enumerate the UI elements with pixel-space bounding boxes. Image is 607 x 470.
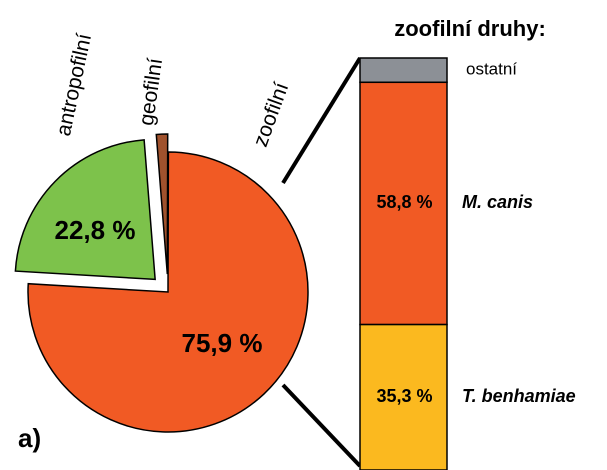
category-label: T. benhamiae: [462, 386, 576, 406]
panel-label: a): [18, 423, 41, 453]
connector: [281, 56, 362, 185]
bar-segment: [359, 57, 448, 84]
category-label: geofilní: [135, 57, 167, 127]
value-label: 75,9 %: [182, 328, 263, 358]
bar-title: zoofilní druhy:: [394, 16, 546, 41]
value-label: 22,8 %: [55, 215, 136, 245]
connector: [281, 383, 362, 468]
bar-segment: [359, 323, 448, 470]
pie-slice: [155, 133, 169, 275]
value-label: 35,3 %: [376, 386, 432, 406]
value-label: 58,8 %: [376, 192, 432, 212]
pie-slice: [14, 139, 156, 281]
pie-slice: [27, 151, 309, 433]
category-label: ostatní: [466, 60, 517, 79]
bar-segment: [359, 81, 448, 326]
category-label: antropofilní: [52, 31, 96, 138]
category-label: zoofilní: [249, 79, 293, 150]
category-label: M. canis: [462, 192, 533, 212]
